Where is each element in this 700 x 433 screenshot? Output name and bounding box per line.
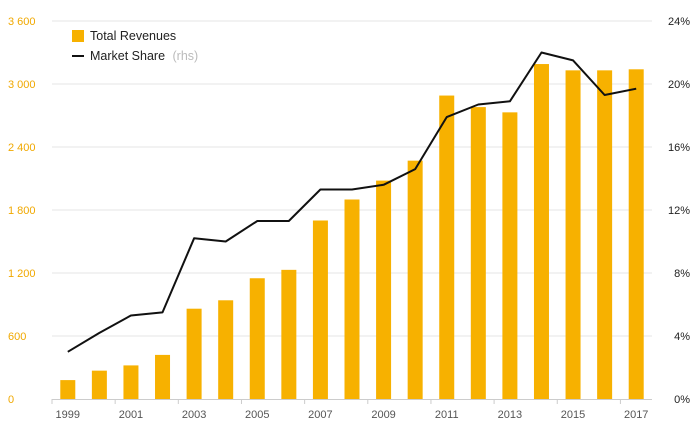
x-tick-label: 2001 [119,409,143,421]
bar-total-revenues-2010 [407,160,423,399]
x-tick-label: 2007 [308,409,332,421]
bar-total-revenues-2009 [376,180,392,399]
bar-total-revenues-2003 [186,308,202,399]
bars [60,64,644,400]
bar-total-revenues-2008 [344,199,360,399]
legend-label-market-share: Market Share (rhs) [90,49,198,63]
bar-total-revenues-2001 [123,365,139,399]
legend: Total Revenues Market Share (rhs) [72,29,198,63]
legend-label-market-share-name: Market Share [90,49,165,63]
market-share-line [67,51,637,353]
bar-total-revenues-2011 [439,95,455,400]
bar-total-revenues-2015 [565,70,581,399]
y-right-tick-label: 4% [674,331,690,343]
bar-total-revenues-2013 [502,112,518,399]
legend-label-total-revenues: Total Revenues [90,29,176,43]
x-tick-label: 1999 [56,409,80,421]
x-axis: 1999 2001 2003 2005 2007 2009 2011 2013 2015 2017 [51,399,652,421]
y-right-tick-label: 20% [668,79,690,91]
y-left-tick-label: 1 200 [8,268,36,280]
y-right-tick-label: 12% [668,205,690,217]
market-share-line-group [67,51,637,353]
y-right-tick-label: 16% [668,142,690,154]
y-right-tick-label: 8% [674,268,690,280]
y-axis-left: 0 600 1 200 1 800 2 400 3 000 3 600 [8,16,36,406]
y-left-tick-label: 3 600 [8,16,36,28]
legend-label-market-share-suffix: (rhs) [173,49,199,63]
y-left-tick-label: 1 800 [8,205,36,217]
y-right-tick-label: 0% [674,394,690,406]
bar-total-revenues-2000 [91,370,107,399]
y-left-tick-label: 0 [8,394,14,406]
bar-total-revenues-2014 [533,64,549,400]
bar-total-revenues-2004 [218,300,234,399]
x-tick-label: 2013 [498,409,522,421]
bar-total-revenues-1999 [60,380,76,399]
y-left-tick-label: 2 400 [8,142,36,154]
bar-total-revenues-2002 [155,354,171,399]
y-left-tick-label: 3 000 [8,79,36,91]
bar-total-revenues-2007 [312,220,328,399]
x-tick-label: 2003 [182,409,206,421]
bar-total-revenues-2016 [597,70,613,399]
bar-total-revenues-2017 [628,69,644,400]
y-axis-right: 0% 4% 8% 12% 16% 20% 24% [668,16,690,406]
bar-total-revenues-2012 [470,107,486,399]
legend-swatch-total-revenues [72,30,84,42]
x-tick-label: 2015 [561,409,585,421]
y-right-tick-label: 24% [668,16,690,28]
y-left-tick-label: 600 [8,331,26,343]
bar-total-revenues-2005 [249,278,265,399]
x-tick-label: 2011 [435,409,459,421]
x-tick-label: 2017 [624,409,648,421]
bar-total-revenues-2006 [281,269,297,399]
x-tick-label: 2009 [371,409,395,421]
x-tick-label: 2005 [245,409,269,421]
